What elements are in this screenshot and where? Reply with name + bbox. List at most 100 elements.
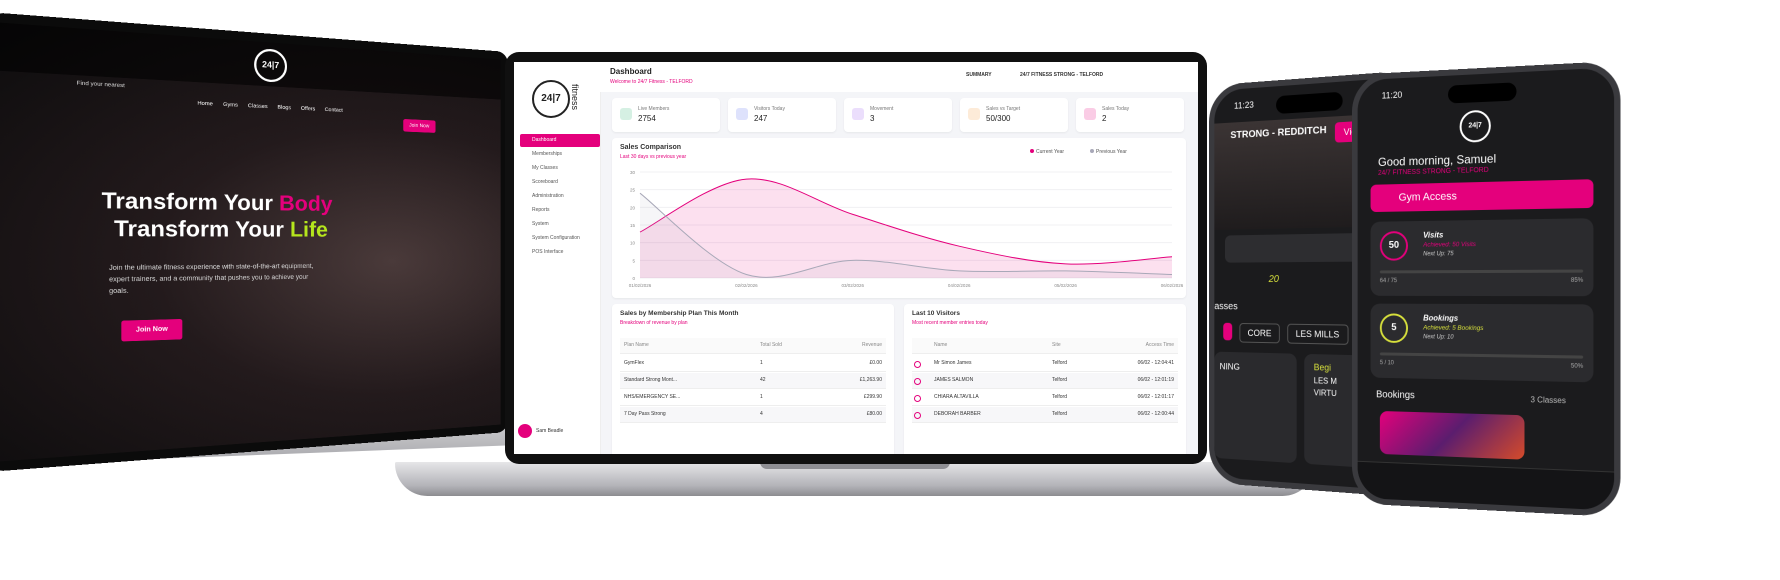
stat-label: Visitors Today <box>754 106 785 112</box>
menu-item[interactable]: Contact <box>324 106 343 114</box>
sidebar-item[interactable]: My Classes <box>532 165 558 171</box>
stat-icon <box>620 108 632 120</box>
table-cell: DEBORAH BARBER <box>934 411 981 417</box>
table-cell: 06/02 - 12:01:19 <box>1137 377 1174 383</box>
progress-track <box>1379 269 1584 274</box>
stat-label: Sales Today <box>1102 106 1130 112</box>
series-line <box>639 192 1173 278</box>
section-heading: Bookings <box>1376 389 1415 402</box>
y-tick-label: 20 <box>630 205 636 210</box>
stat-icon <box>1084 108 1096 120</box>
table-cell: 1 <box>760 360 763 366</box>
sidebar-item[interactable]: Dashboard <box>520 134 600 147</box>
chip[interactable] <box>1223 322 1233 341</box>
menu-item[interactable]: Offers <box>300 105 316 113</box>
menu-item[interactable]: Gyms <box>223 101 238 109</box>
table-cell: Telford <box>1052 377 1068 383</box>
left-laptop: 24|7 Find your nearest Home Gyms Classes Bl… <box>0 12 509 472</box>
chip[interactable]: LES MILLS <box>1287 323 1349 345</box>
series-line <box>639 178 1173 265</box>
row-icon <box>914 378 921 385</box>
site-menu: Home Gyms Classes Blogs Offers Contact <box>197 100 342 114</box>
column-header: Site <box>1052 342 1061 348</box>
sidebar-item[interactable]: Memberships <box>532 151 563 157</box>
menu-item[interactable]: Classes <box>247 102 268 111</box>
table-cell: 42 <box>760 377 766 383</box>
gym-access-button[interactable]: Gym Access <box>1370 179 1594 213</box>
x-tick-label: 02/02/2026 <box>735 283 758 288</box>
series-area <box>640 178 1172 278</box>
progress-label: 5 / 10 <box>1379 360 1394 367</box>
achievement-card: 5 Bookings Achieved: 5 Bookings Next Up: 10… <box>1370 303 1594 383</box>
achievement-next: Next Up: 75 <box>1423 251 1454 258</box>
dynamic-island <box>1448 82 1517 104</box>
achievement-text: Achieved: 50 Visits <box>1423 241 1476 249</box>
column-header: Total Sold <box>760 342 782 348</box>
table-cell: NHS/EMERGENCY SE... <box>624 394 681 400</box>
sales-card: Sales Comparison Last 30 days vs previou… <box>612 138 1186 298</box>
chart-subtitle: Last 30 days vs previous year <box>620 154 687 160</box>
stat-value: 50/300 <box>986 114 1011 123</box>
logo: 24|7 <box>532 80 570 118</box>
table-header: Plan Name Total Sold Revenue <box>620 338 886 354</box>
chips: CORE LES MILLS <box>1223 322 1349 345</box>
sidebar-item[interactable]: System Configuration <box>532 235 580 241</box>
x-tick-label: 03/02/2026 <box>842 283 865 288</box>
headline-accent: Life <box>289 218 328 242</box>
table-row: 7 Day Pass Strong 4 £80.00 <box>620 407 886 423</box>
sidebar-item[interactable]: System <box>532 221 549 227</box>
booking-image <box>1379 410 1525 460</box>
x-tick-label: 04/02/2026 <box>948 283 971 288</box>
y-tick-label: 5 <box>632 258 635 263</box>
table-cell: 4 <box>760 411 763 417</box>
stat-card: Movement 3 <box>844 98 952 132</box>
tab-bar <box>1357 460 1615 512</box>
sidebar-item[interactable]: POS Interface <box>532 249 564 255</box>
table-cell: £299.90 <box>863 394 882 400</box>
table-cell: 06/02 - 12:00:44 <box>1137 411 1174 417</box>
table-cell: CHIARA ALTAVILLA <box>934 394 979 400</box>
location-dropdown[interactable]: 24/7 FITNESS STRONG - TELFORD <box>1020 72 1104 78</box>
legend-label: Current Year <box>1036 149 1064 155</box>
sidebar-item[interactable]: Scoreboard <box>532 179 558 185</box>
table-cell: 06/02 - 12:04:41 <box>1137 360 1174 366</box>
class-title: NING <box>1219 361 1240 372</box>
sales-chart: 0 5 10 15 20 25 30 01/02/2026 02/02/2026 03/02/20… <box>629 149 1184 288</box>
classes-count: 3 Classes <box>1530 395 1566 406</box>
card-title: Sales by Membership Plan This Month <box>620 310 739 317</box>
legend-swatch <box>1090 149 1094 153</box>
logo-word: fitness <box>570 83 581 111</box>
headline-text: Transform Your <box>101 188 273 216</box>
series-area <box>640 193 1172 278</box>
sidebar-item[interactable]: Reports <box>532 207 550 213</box>
y-tick-label: 15 <box>630 223 636 228</box>
website-screen: 24|7 Find your nearest Home Gyms Classes Bl… <box>0 22 501 462</box>
table-cell: JAMES SALMON <box>934 377 974 383</box>
class-line: VIRTU <box>1313 388 1337 399</box>
nav-button[interactable]: Join Now <box>403 118 436 133</box>
column-header: Revenue <box>861 342 882 348</box>
table-cell: 1 <box>760 394 763 400</box>
headline: Transform Your Body Transform Your Life <box>102 187 333 243</box>
chip[interactable]: CORE <box>1239 323 1280 344</box>
stat-icon <box>736 108 748 120</box>
row-icon <box>914 412 921 419</box>
menu-item[interactable]: Blogs <box>277 104 292 112</box>
y-tick-label: 0 <box>632 276 635 281</box>
dynamic-island <box>1275 91 1343 115</box>
sidebar-item[interactable]: Administration <box>532 193 564 199</box>
achievement-title: Bookings <box>1423 313 1459 323</box>
page-title: Dashboard <box>610 67 652 76</box>
menu-item[interactable]: Home <box>197 100 213 108</box>
table-row: GymFlex 1 £0.00 <box>620 356 886 372</box>
status-time: 11:23 <box>1233 99 1254 111</box>
summary-dropdown[interactable]: SUMMARY <box>966 72 992 78</box>
table-row: Mr Simon James Telford 06/02 - 12:04:41 <box>912 356 1178 372</box>
y-tick-label: 25 <box>630 188 636 193</box>
plans-card: Sales by Membership Plan This Month Brea… <box>612 304 894 454</box>
sidebar: 24|7 fitness Sam Beadle Dashboard Members… <box>514 62 601 454</box>
hero-cta[interactable]: Join Now <box>121 318 182 342</box>
headline-accent: Body <box>279 191 333 217</box>
nav-note[interactable]: Find your nearest <box>76 79 125 90</box>
